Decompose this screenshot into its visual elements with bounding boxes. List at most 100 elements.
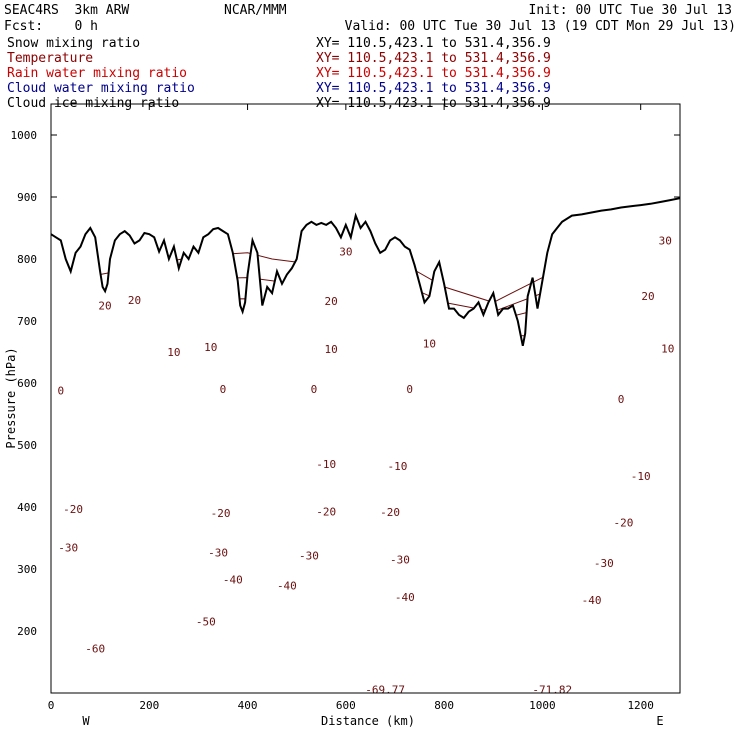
- y-tick-label: 700: [17, 315, 37, 328]
- header-fcst: Fcst: 0 h: [4, 19, 98, 34]
- y-tick-label: 1000: [11, 129, 38, 142]
- contour-label-bg: [55, 384, 67, 397]
- y-tick-label: 500: [17, 439, 37, 452]
- contour-label: 10: [423, 337, 436, 350]
- contour-label-bg: [308, 383, 320, 396]
- contour-label: -20: [614, 517, 634, 530]
- contour-label-bg: [392, 590, 417, 603]
- legend-name-snow: Snow mixing ratio: [7, 36, 141, 51]
- terrain-layer: [50, 197, 681, 693]
- x-tick-label: 200: [139, 699, 159, 712]
- contour-label-bg: [202, 341, 220, 354]
- contour-label-bg: [314, 458, 339, 471]
- x-end-label-east: E: [656, 714, 663, 728]
- header-model: SEAC4RS 3km ARW: [4, 3, 130, 18]
- contour-label-bg: [659, 342, 677, 355]
- contour-label-bg: [611, 516, 636, 529]
- legend-name-cloud-water: Cloud water mixing ratio: [7, 81, 195, 96]
- contour-label-bg: [628, 470, 653, 482]
- contour-label-bg: [220, 573, 245, 586]
- contour-label: -40: [277, 580, 297, 593]
- contour-label: 0: [406, 383, 413, 396]
- legend-xy-rain: XY= 110.5,423.1 to 531.4,356.9: [316, 66, 551, 81]
- extremum-label: -71.82: [532, 683, 572, 696]
- contour-label: 20: [324, 295, 337, 308]
- contour-label: 20: [98, 300, 111, 313]
- terrain-line: [50, 197, 681, 346]
- contour-label-bg: [322, 295, 340, 308]
- contour-label-bg: [387, 553, 412, 566]
- legend-xy-temperature: XY= 110.5,423.1 to 531.4,356.9: [316, 51, 551, 66]
- contour-label: -30: [58, 541, 78, 554]
- contour-label: -60: [85, 642, 105, 655]
- contour-label: -20: [316, 505, 336, 518]
- y-tick-label: 900: [17, 191, 37, 204]
- contour-label: -40: [223, 574, 243, 587]
- header-org: NCAR/MMM: [224, 3, 287, 18]
- contour-label: -20: [211, 507, 231, 520]
- terrain-mask: [51, 198, 680, 693]
- contour-label: -50: [196, 616, 216, 629]
- contour-label: -10: [388, 460, 408, 473]
- contour-label-bg: [314, 505, 339, 518]
- contour-label-bg: [165, 346, 183, 358]
- contour-label: 10: [204, 341, 217, 354]
- x-tick-label: 0: [48, 699, 55, 712]
- contour-label: -20: [63, 503, 83, 516]
- y-tick-label: 600: [17, 377, 37, 390]
- contour-label-bg: [96, 299, 114, 312]
- contour-label-bg: [404, 383, 416, 396]
- contour-label-bg: [297, 549, 321, 562]
- contour-label-bg: [337, 245, 355, 258]
- legend-name-cloud-ice: Cloud ice mixing ratio: [7, 96, 180, 111]
- legend-xy-snow: XY= 110.5,423.1 to 531.4,356.9: [316, 36, 551, 51]
- contour-label-bg: [615, 393, 627, 406]
- contour-label: -30: [594, 557, 614, 570]
- x-tick-label: 1000: [529, 699, 556, 712]
- contour-label-bg: [206, 546, 230, 559]
- contour-label: -40: [582, 594, 602, 607]
- contour-label: 10: [324, 343, 337, 356]
- contour-label: -10: [631, 470, 651, 483]
- contour-label: -10: [316, 458, 336, 471]
- contour-label: 10: [661, 342, 674, 355]
- x-tick-label: 1200: [627, 699, 654, 712]
- contour-label-bg: [420, 337, 438, 350]
- x-tick-label: 800: [434, 699, 454, 712]
- contour-label-bg: [208, 507, 233, 520]
- contour-label-bg: [656, 234, 674, 247]
- contour-label-bg: [193, 615, 218, 628]
- header-init: Init: 00 UTC Tue 30 Jul 13: [528, 3, 733, 18]
- contour-label: -20: [380, 506, 400, 519]
- contour-label: 20: [128, 294, 141, 307]
- contour-label: 0: [220, 383, 227, 396]
- contour-label: 0: [311, 383, 318, 396]
- x-tick-label: 400: [238, 699, 258, 712]
- x-tick-label: 600: [336, 699, 356, 712]
- contour-label: -30: [299, 549, 319, 562]
- contour-label-bg: [385, 460, 410, 473]
- contour-label-bg: [83, 642, 108, 655]
- plot-frame: [50, 103, 681, 694]
- y-tick-label: 800: [17, 253, 37, 266]
- legend-name-rain: Rain water mixing ratio: [7, 66, 188, 81]
- contour-label: 30: [659, 234, 672, 247]
- legend-name-temperature: Temperature: [7, 51, 94, 66]
- contour-label-bg: [322, 342, 340, 355]
- legend-xy-cloud-water: XY= 110.5,423.1 to 531.4,356.9: [316, 81, 551, 96]
- contour-labels: -60 -50 -40 -40 -40 -40 -30 -30 -30 -30 -30 -20 -20 -…: [55, 234, 677, 696]
- y-axis-title: Pressure (hPa): [4, 347, 18, 448]
- y-tick-label: 300: [17, 563, 37, 576]
- header-valid: Valid: 00 UTC Tue 30 Jul 13 (19 CDT Mon …: [344, 19, 736, 34]
- x-axis-title: Distance (km): [321, 714, 415, 728]
- contour-label-bg: [125, 293, 144, 306]
- contour-label-bg: [217, 383, 229, 396]
- contour-label: 30: [339, 246, 352, 259]
- contour-label-bg: [591, 556, 616, 569]
- contour-label-bg: [61, 502, 86, 515]
- contour-label: 10: [167, 346, 180, 359]
- x-end-label-west: W: [82, 714, 90, 728]
- y-tick-label: 400: [17, 501, 37, 514]
